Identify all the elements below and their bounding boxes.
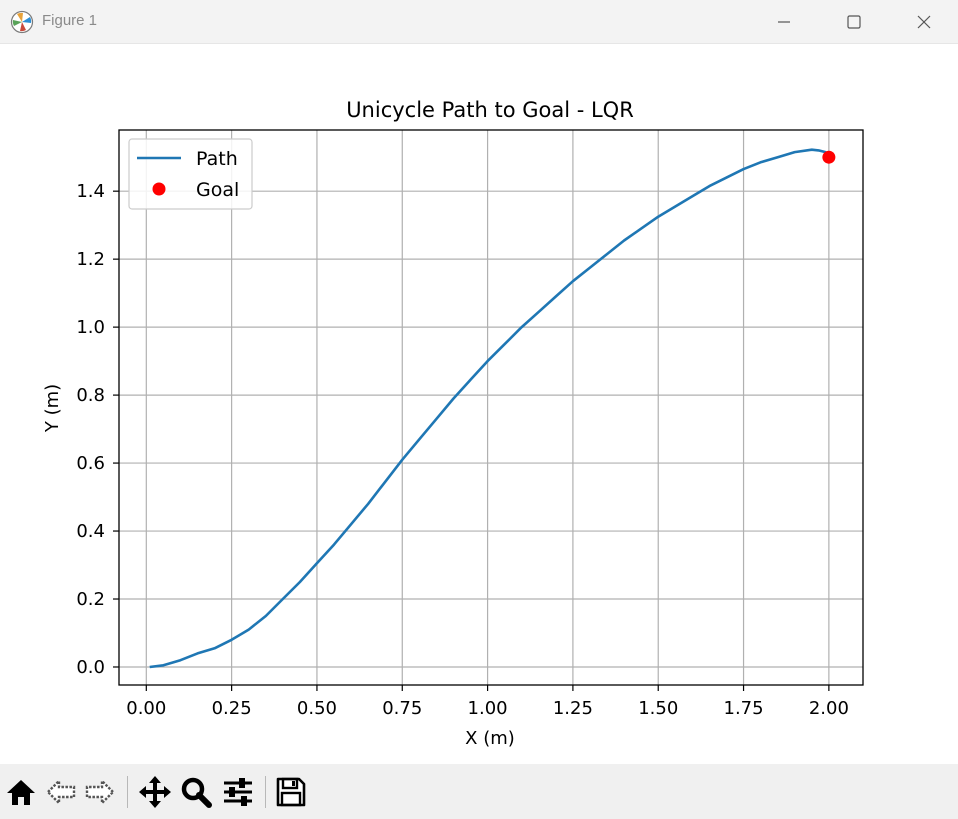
- back-button[interactable]: [43, 774, 79, 810]
- y-tick-label: 0.2: [76, 589, 105, 610]
- home-icon: [7, 780, 35, 805]
- window-title: Figure 1: [42, 12, 98, 29]
- maximize-icon: [847, 15, 861, 29]
- y-tick-label: 0.4: [76, 521, 105, 542]
- x-tick-label: 0.75: [382, 698, 422, 719]
- goal-point: [822, 150, 836, 164]
- window-titlebar: Figure 1: [0, 0, 958, 44]
- home-button[interactable]: [3, 774, 39, 810]
- y-axis-label: Y (m): [42, 384, 63, 433]
- series-line-path: [149, 148, 830, 669]
- x-tick-label: 1.75: [724, 698, 764, 719]
- zoom-icon: [181, 777, 212, 808]
- legend: Path Goal: [128, 138, 253, 210]
- save-icon: [276, 777, 306, 807]
- close-icon: [917, 15, 931, 29]
- pan-button[interactable]: [137, 774, 173, 810]
- pan-icon: [139, 776, 171, 808]
- toolbar-separator: [265, 776, 266, 808]
- configure-subplots-icon: [224, 778, 252, 806]
- zoom-button[interactable]: [178, 774, 214, 810]
- minimize-button[interactable]: [754, 0, 814, 44]
- forward-button[interactable]: [82, 774, 118, 810]
- x-axis-label: X (m): [465, 728, 515, 749]
- y-tick-label: 0.0: [76, 657, 105, 678]
- forward-icon: [85, 778, 115, 806]
- close-button[interactable]: [894, 0, 954, 44]
- y-tick-label: 1.2: [76, 249, 105, 270]
- y-axis: 0.0 0.2 0.4 0.6 0.8 1.0 1.2 1.4: [76, 181, 119, 678]
- toolbar-separator: [127, 776, 128, 808]
- matplotlib-app-icon: [10, 10, 34, 34]
- x-tick-label: 1.50: [638, 698, 678, 719]
- x-tick-label: 0.00: [126, 698, 166, 719]
- save-button[interactable]: [273, 774, 309, 810]
- x-axis: 0.00 0.25 0.50 0.75 1.00 1.25 1.50 1.75 2.00: [126, 685, 849, 719]
- back-icon: [46, 778, 76, 806]
- navigation-toolbar: [0, 764, 958, 819]
- chart: Unicycle Path to Goal - LQR 0.00 0.25 0.50…: [42, 98, 864, 749]
- configure-subplots-button[interactable]: [220, 774, 256, 810]
- legend-label: Goal: [196, 179, 239, 201]
- grid: [119, 130, 863, 685]
- x-tick-label: 0.50: [297, 698, 337, 719]
- y-tick-label: 0.8: [76, 385, 105, 406]
- legend-marker-swatch: [152, 182, 166, 196]
- series-layer: [149, 148, 836, 669]
- figure-canvas[interactable]: Unicycle Path to Goal - LQR 0.00 0.25 0.50…: [0, 44, 958, 764]
- legend-label: Path: [196, 148, 238, 170]
- minimize-icon: [778, 21, 790, 23]
- y-tick-label: 1.4: [76, 181, 105, 202]
- x-tick-label: 2.00: [809, 698, 849, 719]
- chart-title: Unicycle Path to Goal - LQR: [346, 98, 634, 122]
- y-tick-label: 1.0: [76, 317, 105, 338]
- x-tick-label: 1.25: [553, 698, 593, 719]
- x-tick-label: 1.00: [468, 698, 508, 719]
- axes-frame: [118, 129, 864, 686]
- y-tick-label: 0.6: [76, 453, 105, 474]
- maximize-button[interactable]: [824, 0, 884, 44]
- x-tick-label: 0.25: [212, 698, 252, 719]
